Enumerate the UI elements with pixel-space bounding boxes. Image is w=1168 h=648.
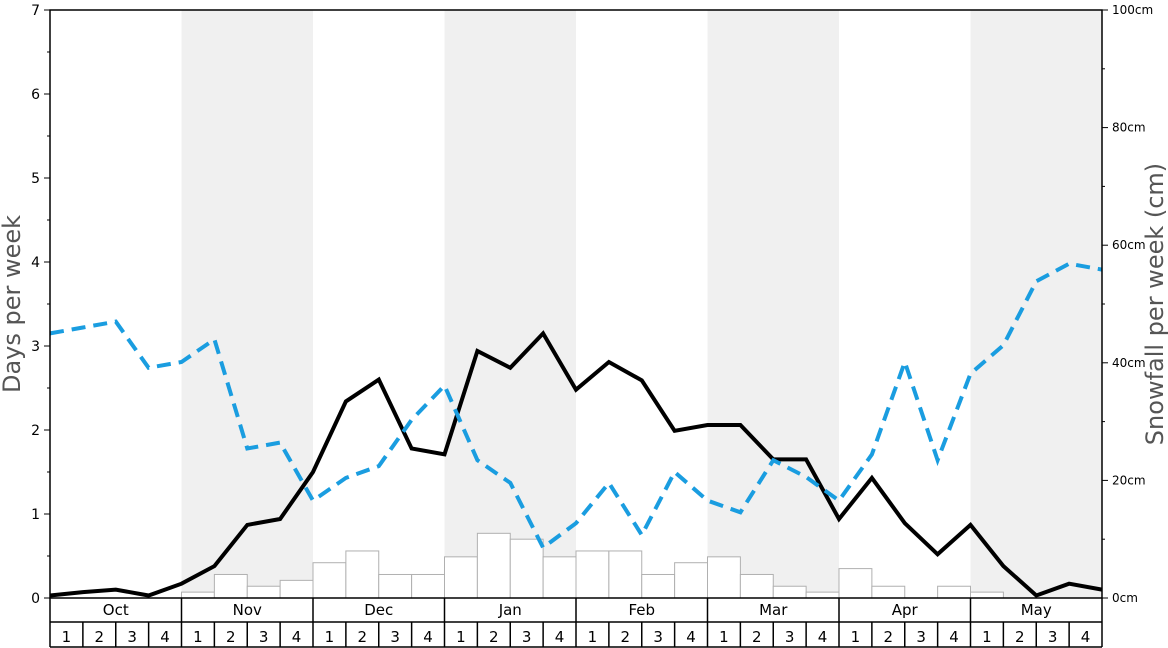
week-label: 1 — [62, 628, 72, 646]
right-tick-label: 40cm — [1112, 356, 1146, 370]
snowfall-bar — [312, 562, 347, 599]
solid-series-line — [49, 330, 1103, 598]
week-label: 2 — [1015, 628, 1025, 646]
month-stripe — [707, 10, 839, 598]
month-label: Apr — [892, 601, 919, 619]
snowfall-bar — [608, 550, 643, 599]
week-label: 1 — [982, 628, 992, 646]
dashed-series-line — [49, 261, 1103, 551]
right-tick-label: 80cm — [1112, 121, 1146, 135]
left-tick-label: 4 — [31, 255, 40, 271]
snowfall-bar — [805, 591, 840, 599]
week-label: 1 — [588, 628, 598, 646]
left-tick-label: 7 — [31, 3, 40, 19]
snowfall-bar — [345, 550, 380, 599]
left-axis-label: Days per week — [0, 215, 26, 393]
left-tick-label: 0 — [31, 591, 40, 607]
week-label: 3 — [785, 628, 795, 646]
snowfall-bar — [871, 585, 906, 599]
week-label: 4 — [292, 628, 302, 646]
right-tick-label: 20cm — [1112, 473, 1146, 487]
week-label: 1 — [456, 628, 466, 646]
snowfall-bar — [838, 568, 873, 599]
left-tick-label: 3 — [31, 339, 40, 355]
month-label: Nov — [233, 601, 262, 619]
week-label: 1 — [719, 628, 729, 646]
week-label: 2 — [358, 628, 368, 646]
week-label: 2 — [226, 628, 236, 646]
right-tick-label: 100cm — [1112, 3, 1153, 17]
month-stripes — [181, 10, 1102, 598]
week-label: 4 — [949, 628, 959, 646]
month-label: Jan — [498, 601, 522, 619]
week-label: 3 — [390, 628, 400, 646]
snowfall-bar — [411, 573, 445, 599]
month-stripe — [181, 10, 313, 598]
snowfall-bars — [181, 532, 1004, 599]
x-axis: Oct 1 2 3 4 Nov 1 2 3 4 Dec 1 2 3 4 Jan 1 2 3 4 Feb 1 2 3 4 Mar 1 2… — [49, 598, 1103, 648]
left-tick-label: 5 — [31, 171, 40, 187]
week-label: 3 — [522, 628, 532, 646]
snowfall-bar — [509, 538, 544, 599]
month-stripe — [970, 10, 1102, 598]
right-tick-label: 60cm — [1112, 238, 1146, 252]
month-label: May — [1021, 601, 1052, 619]
week-label: 2 — [95, 628, 105, 646]
month-label: Mar — [759, 601, 788, 619]
snowfall-bar — [476, 532, 511, 599]
snowfall-bar — [575, 550, 610, 599]
left-tick-label: 6 — [31, 87, 40, 103]
snowfall-bar — [542, 556, 577, 599]
snowfall-bar — [970, 591, 1004, 599]
week-label: 3 — [1048, 628, 1058, 646]
snowfall-bar — [772, 585, 807, 599]
month-label: Oct — [103, 601, 129, 619]
week-label: 4 — [160, 628, 170, 646]
right-axis-label: Snowfall per week (cm) — [1141, 163, 1168, 445]
snowfall-bar — [937, 585, 971, 599]
week-label: 4 — [1081, 628, 1091, 646]
week-label: 1 — [851, 628, 861, 646]
week-label: 3 — [127, 628, 137, 646]
snowfall-bar — [378, 573, 413, 599]
month-label: Dec — [364, 601, 393, 619]
right-tick-label: 0cm — [1112, 591, 1138, 605]
week-label: 4 — [423, 628, 433, 646]
week-label: 2 — [752, 628, 762, 646]
snowfall-bar — [739, 573, 774, 599]
month-stripe — [444, 10, 576, 598]
right-axis: 0cm 20cm 40cm 60cm 80cm 100cm — [1102, 3, 1153, 605]
month-label: Feb — [628, 601, 655, 619]
snowfall-bar — [246, 585, 281, 599]
week-label: 2 — [621, 628, 631, 646]
left-tick-label: 2 — [31, 423, 40, 439]
snowfall-bar — [213, 573, 248, 599]
series-lines — [49, 261, 1103, 598]
snowfall-bar — [707, 556, 741, 599]
week-label: 3 — [916, 628, 926, 646]
week-label: 4 — [686, 628, 696, 646]
snowfall-bar — [181, 591, 215, 599]
snowfall-bar — [674, 562, 708, 599]
week-label: 2 — [884, 628, 894, 646]
snowfall-bar — [279, 579, 314, 599]
week-label: 4 — [818, 628, 828, 646]
left-tick-label: 1 — [31, 507, 40, 523]
week-label: 1 — [325, 628, 335, 646]
snowfall-bar — [444, 556, 478, 599]
week-label: 1 — [193, 628, 203, 646]
left-axis: 0 1 2 3 4 5 6 7 — [31, 3, 50, 607]
week-label: 4 — [555, 628, 565, 646]
week-label: 3 — [653, 628, 663, 646]
week-label: 3 — [259, 628, 269, 646]
snowfall-bar — [641, 573, 676, 599]
week-label: 2 — [489, 628, 499, 646]
